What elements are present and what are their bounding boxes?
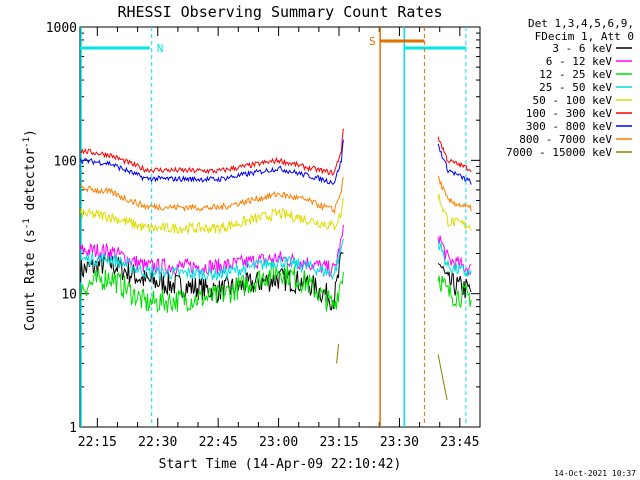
- series-line: [437, 275, 472, 308]
- render-timestamp: 14-Oct-2021 10:37: [554, 469, 636, 478]
- series-line: [437, 262, 472, 299]
- chart-title: RHESSI Observing Summary Count Rates: [117, 3, 442, 21]
- legend-header-line-2: FDecim 1, Att 0: [535, 30, 634, 43]
- x-axis: 22:15 22:30 22:45 23:00 23:15 23:30 23:45: [78, 27, 479, 450]
- series-line: [437, 354, 448, 401]
- series-line: [437, 193, 472, 231]
- series-line: [79, 139, 344, 185]
- y-axis-label-sup2: -1: [22, 137, 32, 148]
- y-axis-label: Count Rate (s-1 detector-1): [22, 129, 38, 331]
- x-tick-label: 22:45: [199, 435, 238, 450]
- series-line: [437, 143, 472, 185]
- legend-entry-label: 800 - 7000 keV: [519, 133, 612, 146]
- legend-entry-label: 100 - 300 keV: [526, 107, 612, 120]
- series-line: [336, 343, 340, 364]
- series-line: [437, 239, 472, 277]
- legend-entry-label: 50 - 100 keV: [533, 94, 613, 107]
- series-line: [437, 136, 472, 173]
- legend-entry-label: 25 - 50 keV: [539, 81, 612, 94]
- x-tick-label: 22:15: [78, 435, 117, 450]
- x-tick-label: 22:30: [138, 435, 177, 450]
- series-line: [80, 176, 344, 215]
- legend-entry-label: 300 - 800 keV: [526, 120, 612, 133]
- night-flag-label: N: [157, 42, 164, 55]
- x-tick-label: 23:00: [259, 435, 298, 450]
- series-line: [80, 238, 344, 282]
- series-line: [79, 197, 344, 234]
- y-tick-label: 10: [61, 288, 77, 303]
- y-tick-label: 1000: [46, 21, 77, 36]
- legend-entry-label: 12 - 25 keV: [539, 68, 612, 81]
- y-axis-label-mid: detector: [23, 148, 38, 219]
- x-tick-label: 23:30: [380, 435, 419, 450]
- data-series: [79, 128, 472, 401]
- y-tick-label: 100: [54, 154, 77, 169]
- legend-entry-label: 3 - 6 keV: [552, 42, 612, 55]
- x-tick-label: 23:15: [319, 435, 358, 450]
- x-axis-label: Start Time (14-Apr-09 22:10:42): [159, 457, 402, 472]
- plot-area-border: [79, 26, 481, 428]
- legend-entry-label: 6 - 12 keV: [546, 55, 613, 68]
- saa-flag-label: S: [369, 35, 376, 48]
- series-line: [79, 251, 344, 311]
- y-axis-label-sup: -1: [22, 218, 32, 229]
- x-tick-label: 23:45: [440, 435, 479, 450]
- series-line: [80, 128, 344, 177]
- plot-frame: [79, 26, 481, 428]
- series-line: [437, 175, 472, 212]
- legend-entry-label: 7000 - 15000 keV: [506, 146, 612, 159]
- legend: Det 1,3,4,5,6,9, FDecim 1, Att 0 3 - 6 k…: [506, 17, 634, 159]
- series-line: [79, 260, 344, 314]
- series-line: [79, 224, 344, 278]
- y-axis-label-end: ): [23, 129, 38, 137]
- y-tick-label: 1: [69, 421, 77, 436]
- y-axis-label-main: Count Rate (s: [23, 229, 38, 331]
- legend-header-line-1: Det 1,3,4,5,6,9,: [528, 17, 634, 30]
